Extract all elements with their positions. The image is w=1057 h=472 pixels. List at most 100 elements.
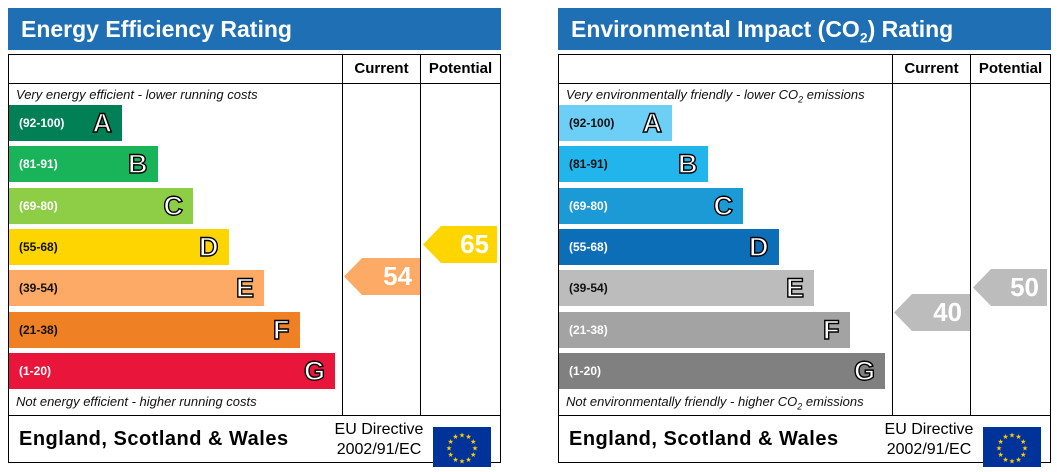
band-letter-label: A bbox=[92, 107, 113, 138]
title-part-1: Environmental Impact (CO bbox=[571, 16, 860, 42]
band-letter-label: D bbox=[748, 231, 769, 262]
divider-potential bbox=[970, 55, 971, 416]
band-range-label: (55-68) bbox=[569, 239, 608, 254]
directive-line-1: EU Directive bbox=[884, 421, 974, 438]
flag-star: ★ bbox=[470, 451, 476, 459]
band-b: (81-91) B bbox=[559, 146, 708, 183]
bottom-note-part-1: Not environmentally friendly - higher CO bbox=[566, 394, 798, 409]
flag-star: ★ bbox=[465, 433, 471, 441]
footer-rule bbox=[9, 415, 500, 416]
flag-star: ★ bbox=[1022, 445, 1028, 453]
chart-frame: Current Potential Very energy efficient … bbox=[8, 54, 501, 467]
band-e: (39-54) E bbox=[559, 270, 814, 307]
chart-title: Environmental Impact (CO2) Rating bbox=[558, 8, 1051, 50]
chart-title: Energy Efficiency Rating bbox=[8, 8, 501, 50]
band-range-label: (1-20) bbox=[569, 363, 602, 378]
band-range-label: (21-38) bbox=[569, 322, 608, 337]
potential-rating-value: 65 bbox=[460, 228, 489, 259]
directive-line-1: EU Directive bbox=[334, 421, 424, 438]
directive-line-2: 2002/91/EC bbox=[336, 441, 422, 458]
current-rating-arrow: 54 bbox=[344, 258, 420, 296]
flag-star: ★ bbox=[998, 438, 1004, 446]
band-range-label: (1-20) bbox=[19, 363, 52, 378]
band-letter-label: A bbox=[642, 107, 663, 138]
band-range-label: (55-68) bbox=[19, 239, 58, 254]
directive-line-2: 2002/91/EC bbox=[886, 441, 972, 458]
band-b: (81-91) B bbox=[9, 146, 158, 183]
band-f: (21-38) F bbox=[559, 311, 850, 348]
band-range-label: (39-54) bbox=[569, 281, 608, 296]
flag-star: ★ bbox=[1020, 438, 1026, 446]
top-note-part-2: emissions bbox=[803, 87, 865, 102]
band-letter-label: E bbox=[235, 272, 254, 304]
column-potential: Potential bbox=[428, 60, 493, 77]
band-e: (39-54) E bbox=[9, 270, 264, 307]
band-d: (55-68) D bbox=[9, 228, 229, 265]
flag-star: ★ bbox=[1015, 433, 1021, 441]
flag-star: ★ bbox=[1009, 432, 1015, 440]
eu-directive: EU Directive 2002/91/EC bbox=[329, 420, 429, 460]
band-a: (92-100) A bbox=[9, 105, 122, 141]
top-note-subscript: 2 bbox=[798, 94, 804, 105]
divider-potential bbox=[420, 55, 421, 416]
column-potential: Potential bbox=[978, 60, 1043, 77]
band-letter-label: G bbox=[853, 355, 875, 386]
band-letter-label: B bbox=[127, 149, 148, 180]
flag-star: ★ bbox=[996, 445, 1002, 453]
arrow-shape bbox=[894, 294, 970, 332]
flag-star: ★ bbox=[470, 438, 476, 446]
flag-star: ★ bbox=[448, 451, 454, 459]
eu-flag-icon: ★ ★ ★ ★ ★ ★ ★ ★ ★ ★ ★ ★ bbox=[433, 427, 491, 467]
current-rating-value: 40 bbox=[933, 297, 962, 328]
environmental-impact-chart: Environmental Impact (CO2) Rating Curren… bbox=[558, 8, 1051, 467]
band-g: (1-20) G bbox=[9, 352, 335, 389]
band-g: (1-20) G bbox=[559, 352, 885, 389]
flag-star: ★ bbox=[448, 438, 454, 446]
potential-rating-arrow: 50 bbox=[973, 268, 1047, 306]
header-rule bbox=[9, 83, 500, 84]
region-label: England, Scotland & Wales bbox=[569, 428, 839, 450]
band-letter-label: E bbox=[785, 272, 804, 304]
divider-current bbox=[892, 55, 893, 416]
flag-star: ★ bbox=[465, 456, 471, 464]
energy-efficiency-chart: Energy Efficiency Rating Current Potenti… bbox=[8, 8, 501, 467]
band-range-label: (69-80) bbox=[569, 198, 608, 213]
current-rating-value: 54 bbox=[383, 261, 412, 292]
arrow-shape bbox=[973, 268, 1047, 306]
flag-star: ★ bbox=[1020, 451, 1026, 459]
column-current: Current bbox=[354, 60, 409, 77]
flag-star: ★ bbox=[1009, 458, 1015, 466]
column-current: Current bbox=[904, 60, 959, 77]
flag-star: ★ bbox=[998, 451, 1004, 459]
band-a: (92-100) A bbox=[559, 105, 672, 141]
header-rule bbox=[559, 83, 1050, 84]
title-part-2: ) Rating bbox=[867, 16, 954, 42]
band-range-label: (81-91) bbox=[569, 157, 608, 172]
flag-star: ★ bbox=[459, 458, 465, 466]
eu-flag-icon: ★ ★ ★ ★ ★ ★ ★ ★ ★ ★ ★ ★ bbox=[983, 427, 1041, 467]
flag-star: ★ bbox=[446, 445, 452, 453]
band-range-label: (81-91) bbox=[19, 157, 58, 172]
arrow-shape bbox=[423, 225, 497, 263]
region-label: England, Scotland & Wales bbox=[19, 428, 289, 450]
flag-star: ★ bbox=[452, 433, 458, 441]
eu-directive: EU Directive 2002/91/EC bbox=[879, 420, 979, 460]
band-letter-label: B bbox=[677, 149, 698, 180]
band-letter-label: F bbox=[822, 314, 840, 345]
band-c: (69-80) C bbox=[9, 187, 193, 224]
band-letter-label: C bbox=[713, 190, 734, 221]
flag-star: ★ bbox=[452, 456, 458, 464]
band-f: (21-38) F bbox=[9, 311, 300, 348]
band-range-label: (92-100) bbox=[569, 116, 615, 130]
band-letter-label: C bbox=[163, 190, 184, 221]
bottom-note: Not environmentally friendly - higher CO… bbox=[566, 394, 864, 412]
band-range-label: (92-100) bbox=[19, 116, 65, 130]
top-note: Very environmentally friendly - lower CO… bbox=[566, 87, 865, 105]
flag-star: ★ bbox=[472, 445, 478, 453]
current-rating-arrow: 40 bbox=[894, 294, 970, 332]
arrow-shape bbox=[344, 258, 420, 296]
band-range-label: (21-38) bbox=[19, 322, 58, 337]
bottom-note-part-2: emissions bbox=[802, 394, 864, 409]
band-range-label: (39-54) bbox=[19, 281, 58, 296]
footer-rule bbox=[559, 415, 1050, 416]
